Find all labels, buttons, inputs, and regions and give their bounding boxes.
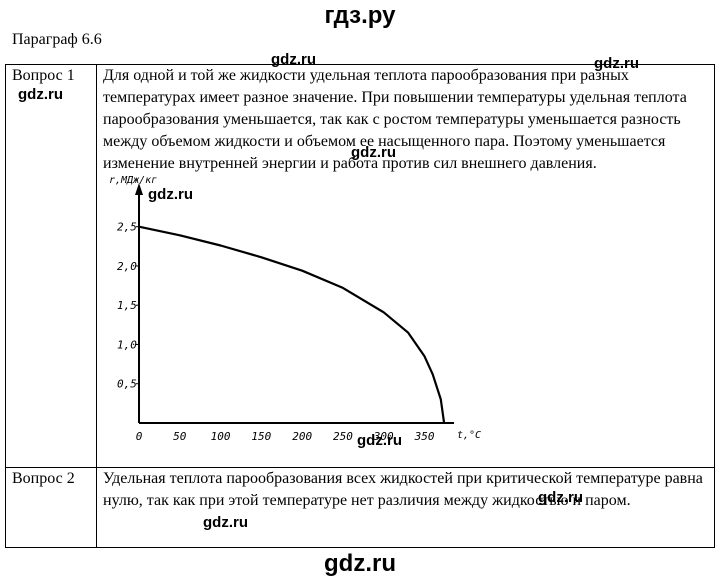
x-tick-label: 250 bbox=[333, 430, 353, 443]
x-tick-label: 200 bbox=[292, 430, 312, 443]
answer-text: Для одной и той же жидкости удельная теп… bbox=[103, 67, 687, 172]
watermark: gdz.ru bbox=[18, 86, 63, 103]
y-tick-label: 2,5 bbox=[117, 221, 137, 234]
y-tick-label: 2,0 bbox=[117, 260, 137, 273]
x-tick-label: 300 bbox=[373, 430, 394, 443]
x-tick-label: 150 bbox=[251, 430, 271, 443]
answer-cell: Удельная теплота парообразования всех жи… bbox=[96, 466, 715, 549]
section-title: Параграф 6.6 bbox=[12, 31, 102, 48]
x-tick-label: 50 bbox=[173, 430, 187, 443]
site-header: гдз.ру bbox=[324, 2, 396, 29]
question-row: Вопрос 2 Удельная теплота парообразовани… bbox=[5, 466, 715, 549]
qa-table: Вопрос 1 Для одной и той же жидкости уде… bbox=[5, 64, 715, 549]
question-label: Вопрос 1 bbox=[12, 67, 75, 84]
question-label-cell: Вопрос 1 bbox=[5, 64, 97, 468]
y-tick-label: 1,0 bbox=[117, 338, 137, 351]
watermark: gdz.ru bbox=[148, 186, 193, 203]
x-tick-label: 0 bbox=[136, 430, 143, 443]
answer-text: Удельная теплота парообразования всех жи… bbox=[103, 469, 703, 509]
y-tick-label: 1,5 bbox=[117, 299, 137, 312]
x-axis-label: t,°C bbox=[457, 430, 481, 441]
watermark: gdz.ru bbox=[357, 432, 402, 449]
y-axis-label: r,МДж/кг bbox=[109, 175, 157, 186]
x-tick-label: 100 bbox=[211, 430, 231, 443]
question-row: Вопрос 1 Для одной и той же жидкости уде… bbox=[5, 64, 715, 468]
chart-container: r,МДж/кг t,°C 0,5 1,0 1,5 2,0 2,5 0 50 100 150 200… bbox=[97, 175, 697, 445]
y-tick-label: 0,5 bbox=[117, 378, 137, 391]
question-label-cell: Вопрос 2 bbox=[5, 466, 97, 549]
series-line bbox=[138, 225, 446, 424]
watermark: gdz.ru bbox=[203, 514, 248, 531]
watermark: gdz.ru bbox=[538, 489, 583, 506]
site-footer: gdz.ru bbox=[324, 550, 396, 577]
question-label: Вопрос 2 bbox=[12, 469, 75, 487]
x-tick-label: 350 bbox=[414, 430, 435, 443]
watermark: gdz.ru bbox=[594, 55, 639, 72]
y-axis-arrow bbox=[135, 183, 143, 195]
watermark: gdz.ru bbox=[271, 51, 316, 68]
answer-cell: Для одной и той же жидкости удельная теп… bbox=[96, 64, 715, 468]
heat-of-vaporization-chart: r,МДж/кг t,°C 0,5 1,0 1,5 2,0 2,5 0 50 100 150 200… bbox=[109, 175, 481, 443]
watermark: gdz.ru bbox=[351, 144, 396, 161]
